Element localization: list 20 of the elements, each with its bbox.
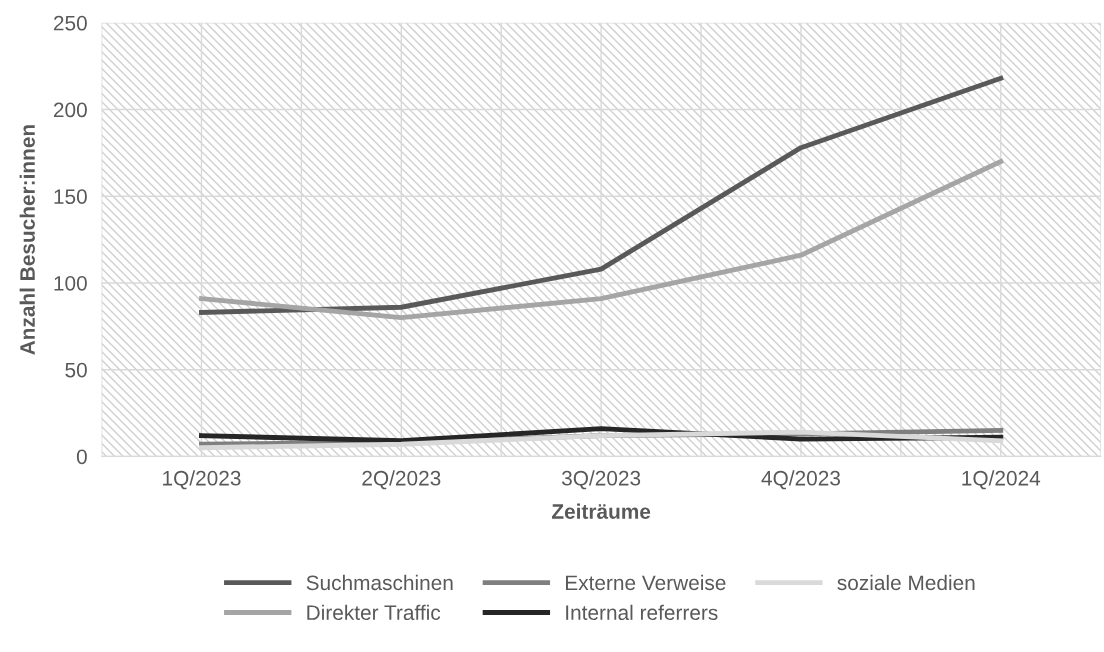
legend-label: Externe Verweise [566, 574, 726, 591]
line-series [199, 75, 1004, 315]
legend-label: Internal referrers [566, 604, 718, 621]
x-tick-label: 2Q/2023 [362, 470, 441, 490]
y-axis-title: Anzahl Besucher:innen [19, 125, 35, 355]
x-tick-label: 4Q/2023 [761, 470, 840, 490]
x-tick-label: 1Q/2023 [163, 470, 241, 490]
y-tick-label: 100 [54, 275, 87, 291]
y-tick-label: 0 [76, 449, 87, 465]
x-tick-label: 3Q/2023 [561, 470, 641, 490]
x-axis-title: Zeiträume [551, 503, 651, 519]
legend-label: soziale Medien [837, 574, 975, 591]
legend-label: Direkter Traffic [307, 604, 441, 621]
y-tick-label: 150 [54, 189, 87, 205]
x-tick-label: 1Q/2024 [962, 470, 1041, 490]
legend-label: Suchmaschinen [306, 574, 453, 591]
line-series [199, 159, 1004, 321]
y-tick-label: 250 [53, 15, 87, 31]
y-tick-label: 200 [53, 102, 87, 118]
y-tick-label: 50 [65, 362, 87, 378]
